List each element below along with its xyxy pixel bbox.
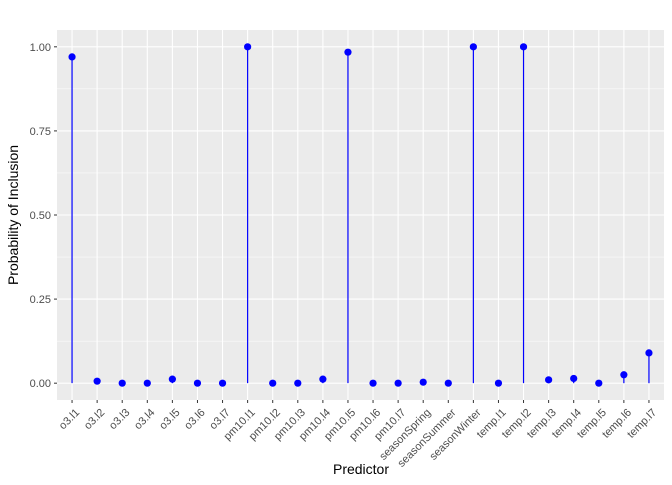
point-pm10.l7 — [394, 379, 402, 387]
point-pm10.l2 — [269, 379, 277, 387]
x-tick-label: o3.l5 — [157, 407, 182, 432]
point-temp.l3 — [545, 376, 553, 384]
x-tick-label: o3.l3 — [107, 407, 132, 432]
y-tick-label: 0.50 — [30, 210, 51, 222]
point-o3.l1 — [68, 53, 76, 61]
y-tick-label: 0.75 — [30, 126, 51, 138]
point-o3.l2 — [93, 377, 101, 385]
point-o3.l3 — [118, 379, 126, 387]
point-temp.l5 — [595, 379, 603, 387]
point-seasonWinter — [469, 43, 477, 51]
point-pm10.l1 — [244, 43, 252, 51]
x-tick-label: o3.l4 — [132, 407, 157, 432]
point-o3.l5 — [168, 375, 176, 383]
y-tick-label: 0.25 — [30, 294, 51, 306]
point-temp.l2 — [519, 43, 528, 51]
point-temp.l1 — [494, 379, 503, 387]
point-pm10.l6 — [369, 379, 377, 387]
x-axis-title: Predictor — [333, 461, 389, 477]
point-o3.l4 — [143, 379, 151, 387]
point-seasonSummer — [444, 379, 452, 387]
point-o3.l7 — [218, 379, 227, 387]
point-temp.l6 — [620, 371, 628, 379]
point-pm10.l4 — [319, 375, 327, 383]
x-tick-label: o3.l1 — [57, 407, 82, 432]
y-tick-label: 0.00 — [30, 378, 51, 390]
point-temp.l7 — [645, 349, 653, 357]
point-seasonSpring — [419, 378, 427, 386]
x-tick-label: o3.l2 — [82, 407, 107, 432]
y-axis-title: Probability of Inclusion — [5, 145, 21, 285]
x-tick-label: o3.l6 — [182, 407, 207, 432]
point-pm10.l5 — [344, 48, 352, 56]
y-tick-label: 1.00 — [30, 42, 51, 54]
point-temp.l4 — [570, 374, 578, 383]
point-pm10.l3 — [294, 379, 302, 387]
point-o3.l6 — [193, 379, 202, 387]
